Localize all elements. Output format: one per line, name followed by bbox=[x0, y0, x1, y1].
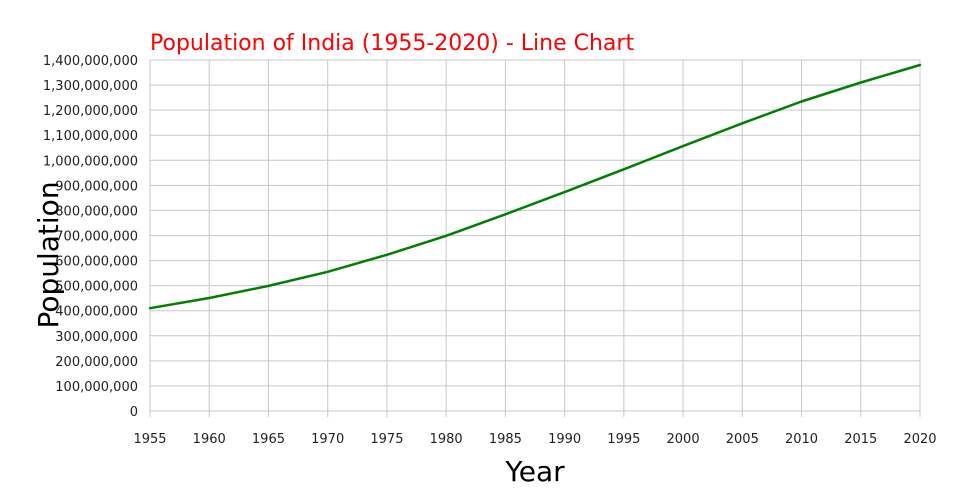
chart-title: Population of India (1955-2020) - Line C… bbox=[150, 31, 634, 56]
y-tick-label: 0 bbox=[130, 405, 138, 420]
y-tick-label: 500,000,000 bbox=[55, 280, 138, 295]
x-tick-label: 2020 bbox=[903, 432, 936, 447]
x-tick-label: 1975 bbox=[370, 432, 403, 447]
series-layer bbox=[148, 63, 922, 310]
x-tick-labels: 1955 1960 1965 1970 1975 1980 1985 1990 1995 2000… bbox=[133, 432, 936, 447]
x-tick-label: 1990 bbox=[548, 432, 581, 447]
series-line-population bbox=[148, 63, 922, 310]
y-tick-label: 100,000,000 bbox=[55, 380, 138, 395]
x-axis-label: Year bbox=[504, 455, 565, 488]
x-tick-label: 1970 bbox=[311, 432, 344, 447]
x-tick-label: 2005 bbox=[726, 432, 759, 447]
y-tick-label: 400,000,000 bbox=[55, 305, 138, 320]
x-tick-label: 1995 bbox=[607, 432, 640, 447]
x-tick-label: 2015 bbox=[844, 432, 877, 447]
x-tick-label: 1960 bbox=[193, 432, 226, 447]
x-tick-label: 1980 bbox=[430, 432, 463, 447]
y-tick-label: 700,000,000 bbox=[55, 230, 138, 245]
y-tick-label: 1,300,000,000 bbox=[43, 79, 138, 94]
y-tick-label: 800,000,000 bbox=[55, 204, 138, 219]
y-tick-label: 1,100,000,000 bbox=[43, 129, 138, 144]
y-tick-label: 1,200,000,000 bbox=[43, 104, 138, 119]
y-tick-label: 200,000,000 bbox=[55, 355, 138, 370]
x-tick-label: 2010 bbox=[785, 432, 818, 447]
y-tick-label: 300,000,000 bbox=[55, 330, 138, 345]
y-tick-label: 900,000,000 bbox=[55, 179, 138, 194]
y-tick-label: 600,000,000 bbox=[55, 255, 138, 270]
grid-lines bbox=[149, 59, 921, 417]
y-axis-label: Population bbox=[32, 181, 65, 328]
x-tick-label: 2000 bbox=[667, 432, 700, 447]
x-tick-label: 1955 bbox=[133, 432, 166, 447]
y-tick-label: 1,000,000,000 bbox=[43, 154, 138, 169]
y-tick-labels: 0 100,000,000 200,000,000 300,000,000 400,00… bbox=[43, 54, 138, 420]
x-tick-label: 1965 bbox=[252, 432, 285, 447]
x-tick-label: 1985 bbox=[489, 432, 522, 447]
y-tick-label: 1,400,000,000 bbox=[43, 54, 138, 69]
